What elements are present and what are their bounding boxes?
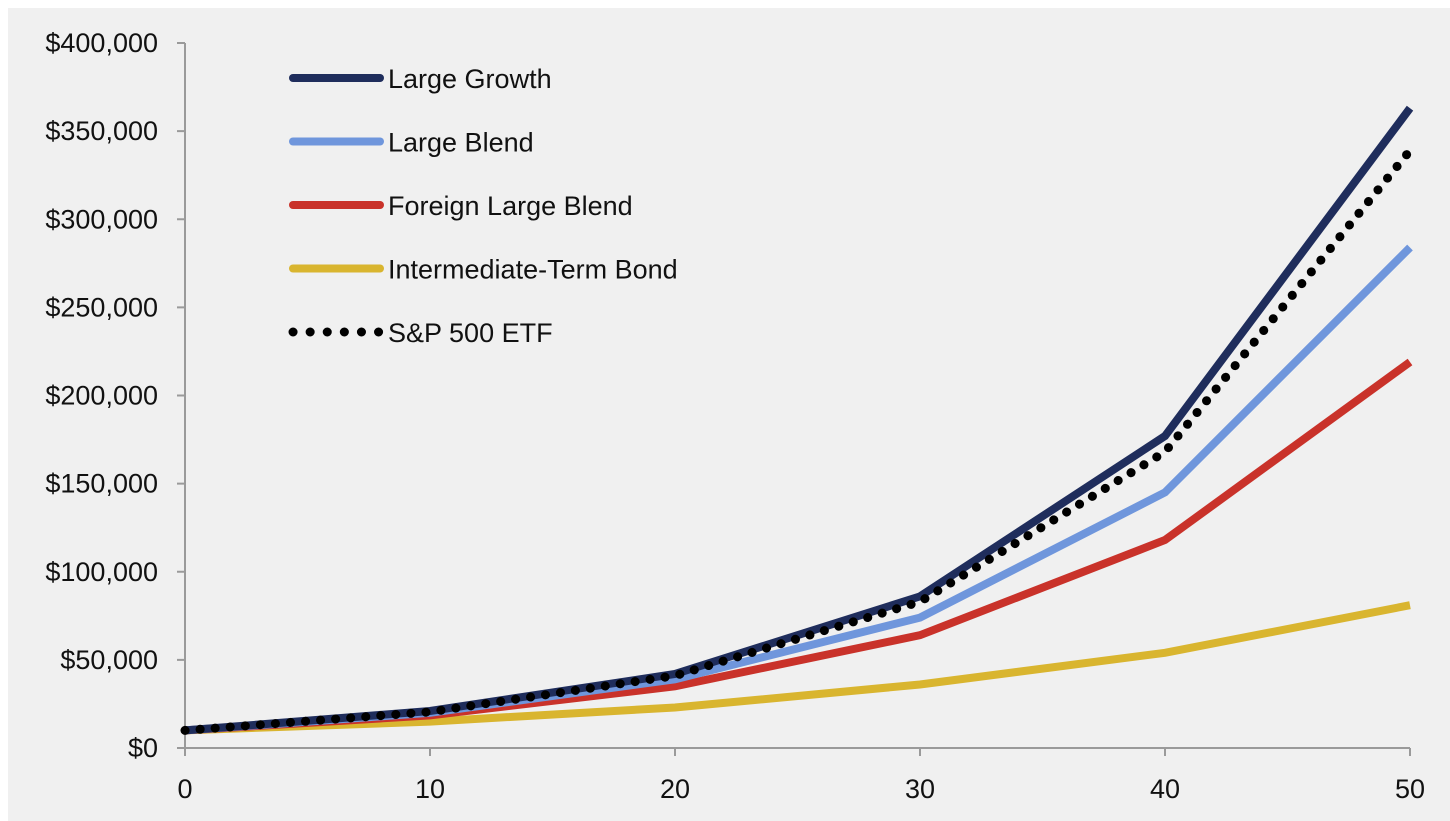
y-tick-label: $0 <box>128 733 158 763</box>
chart-panel: $0 $50,000 $100,000 $150,000 $200,000 $250,00… <box>8 8 1450 821</box>
legend-label-sandp-500-etf: S&P 500 ETF <box>388 318 553 348</box>
y-tick-label: $350,000 <box>45 116 158 146</box>
series-line-foreign-large-blend <box>184 358 1413 735</box>
x-tick-label: 50 <box>1395 774 1425 804</box>
legend-label-intermediate-term-bond: Intermediate-Term Bond <box>388 255 678 285</box>
legend-label-foreign-large-blend: Foreign Large Blend <box>388 191 633 221</box>
series-line-sandp-500-etf <box>180 146 1415 735</box>
x-tick-label: 20 <box>660 774 690 804</box>
line-chart: $0 $50,000 $100,000 $150,000 $200,000 $250,00… <box>45 28 1425 804</box>
y-tick-label: $400,000 <box>45 28 158 58</box>
x-tick-label: 30 <box>905 774 935 804</box>
x-tick-label: 0 <box>177 774 192 804</box>
x-tick-label: 10 <box>415 774 445 804</box>
series-line-intermediate-term-bond <box>184 601 1411 735</box>
y-tick-label: $50,000 <box>60 645 158 675</box>
y-tick-label: $250,000 <box>45 292 158 322</box>
legend-label-large-growth: Large Growth <box>388 64 552 94</box>
series-line-large-growth <box>184 105 1414 735</box>
x-tick-label: 40 <box>1150 774 1180 804</box>
legend-label-large-blend: Large Blend <box>388 128 534 158</box>
series-lines <box>180 105 1415 735</box>
axes: $0 $50,000 $100,000 $150,000 $200,000 $250,00… <box>45 28 1425 804</box>
y-tick-label: $150,000 <box>45 469 158 499</box>
y-tick-label: $100,000 <box>45 557 158 587</box>
y-tick-label: $200,000 <box>45 381 158 411</box>
y-tick-label: $300,000 <box>45 204 158 234</box>
legend: Large Growth Large Blend Foreign Large Ble… <box>288 64 678 348</box>
